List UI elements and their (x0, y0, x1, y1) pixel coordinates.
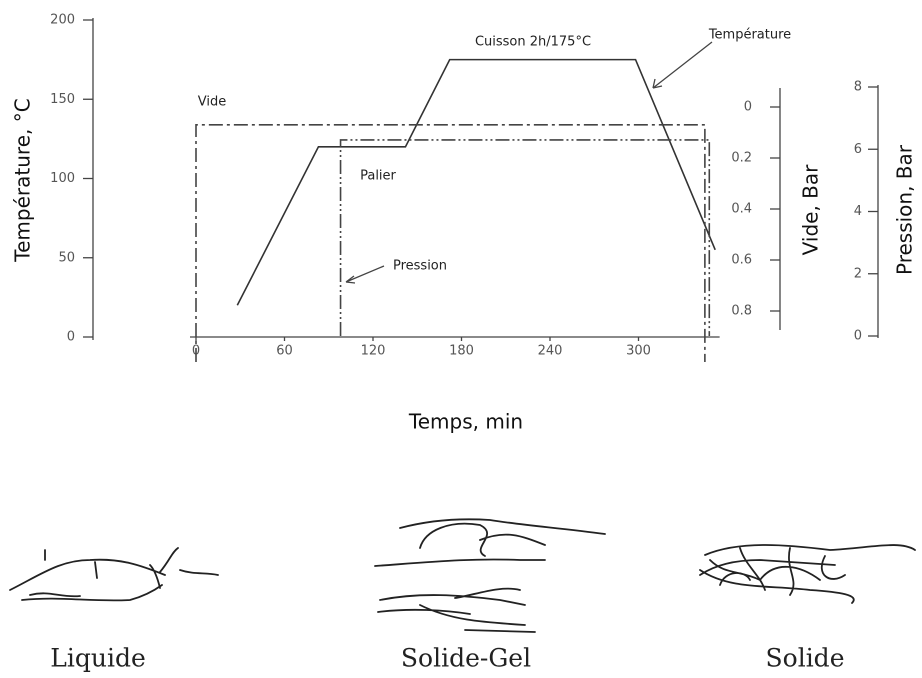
x-tick-label: 120 (361, 344, 386, 359)
arrow (652, 41, 713, 89)
sketch-liquide (9, 547, 219, 602)
y2-axis-title: Vide, Bar (799, 164, 823, 255)
state-label: Solide-Gel (401, 644, 531, 673)
x-tick-label: 300 (626, 344, 651, 359)
annotation: Palier (360, 169, 396, 184)
y-tick-label: 100 (50, 171, 75, 186)
y-tick-label: 200 (50, 13, 75, 28)
y3-tick-label: 4 (854, 204, 862, 219)
x-tick-label: 60 (276, 344, 293, 359)
series-line (339, 139, 711, 336)
x-tick-label: 180 (449, 344, 474, 359)
series-line (236, 58, 716, 306)
y2-tick-label: 0.8 (731, 304, 752, 319)
annotation: Cuisson 2h/175°C (475, 35, 591, 50)
y2-tick-label: 0.4 (731, 202, 752, 217)
y3-tick-label: 6 (854, 142, 862, 157)
x-tick-label: 240 (538, 344, 563, 359)
y2-tick-label: 0.2 (731, 151, 752, 166)
arrow (345, 265, 385, 284)
y-tick-label: 150 (50, 92, 75, 107)
y-axis-title: Température, °C (11, 98, 35, 262)
sketch-solide-gel (374, 518, 606, 633)
y3-axis-title: Pression, Bar (893, 144, 917, 275)
y3-tick-label: 8 (854, 80, 862, 95)
state-label: Liquide (50, 644, 146, 673)
series-line (195, 124, 706, 362)
series-label: Vide (198, 95, 226, 110)
sketch-solide (699, 544, 916, 604)
y2-tick-label: 0.6 (731, 253, 752, 268)
y2-tick-label: 0 (744, 100, 752, 115)
series-label: Pression (393, 259, 447, 274)
y-tick-label: 0 (67, 330, 75, 345)
y3-tick-label: 2 (854, 266, 862, 281)
x-axis-title: Temps, min (408, 410, 523, 434)
series-label: Température (708, 28, 791, 43)
state-label: Solide (766, 644, 845, 673)
y3-tick-label: 0 (854, 329, 862, 344)
y-tick-label: 50 (58, 250, 75, 265)
